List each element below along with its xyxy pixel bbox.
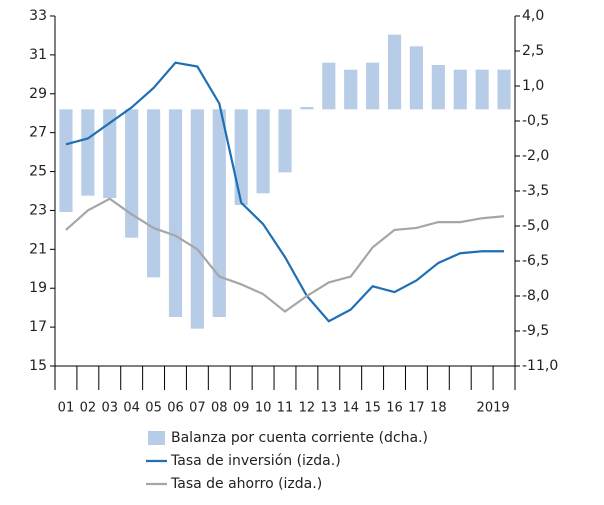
y2-tick-label: 4,0 (522, 8, 544, 24)
x-tick-label: 01 (58, 401, 75, 416)
bar (431, 65, 445, 110)
y2-tick-label: -6,5 (522, 253, 549, 269)
x-tick-label: 13 (321, 401, 338, 416)
bar (366, 62, 380, 110)
bar (344, 69, 358, 110)
y-tick-label: 19 (29, 280, 47, 296)
bar (387, 34, 402, 110)
x-tick-label: 04 (123, 401, 140, 416)
bar (453, 69, 467, 110)
y-tick-label: 23 (29, 202, 47, 218)
y-tick-label: 15 (29, 358, 47, 374)
x-tick-label: 05 (145, 401, 162, 416)
bar (234, 109, 248, 205)
x-tick-label: 11 (277, 401, 294, 416)
y2-tick-label: -5,0 (522, 218, 549, 234)
x-tick-label: 2019 (477, 401, 510, 416)
bar (147, 109, 161, 278)
bar (103, 109, 117, 198)
y-tick-label: 31 (29, 47, 47, 63)
y2-tick-label: -2,0 (522, 148, 549, 164)
bar (190, 109, 204, 329)
x-tick-label: 09 (233, 401, 250, 416)
y-tick-label: 33 (29, 8, 47, 24)
legend-label: Tasa de inversión (izda.) (170, 453, 341, 469)
x-tick-label: 15 (364, 401, 381, 416)
y-tick-label: 27 (29, 125, 47, 141)
y-tick-label: 29 (29, 86, 47, 102)
x-tick-label: 14 (342, 401, 359, 416)
bar (409, 46, 423, 110)
y-tick-label: 21 (29, 241, 47, 257)
y2-tick-label: -8,0 (522, 288, 549, 304)
y2-tick-label: -3,5 (522, 183, 549, 199)
x-tick-label: 06 (167, 401, 184, 416)
legend-label: Tasa de ahorro (izda.) (170, 476, 322, 492)
x-tick-label: 07 (189, 401, 206, 416)
y2-tick-label: 2,5 (522, 43, 544, 59)
y2-tick-label: -0,5 (522, 113, 549, 129)
x-tick-label: 17 (408, 401, 425, 416)
x-tick-label: 03 (101, 401, 118, 416)
bar (81, 109, 95, 196)
bar (322, 62, 336, 110)
line (65, 197, 505, 313)
x-tick-label: 18 (430, 401, 447, 416)
legend-swatch (148, 431, 165, 445)
y2-tick-label: -11,0 (522, 358, 558, 374)
legend-label: Balanza por cuenta corriente (dcha.) (171, 430, 428, 446)
bar (212, 109, 226, 317)
line (65, 61, 505, 323)
y-tick-label: 25 (29, 164, 47, 180)
bar (278, 109, 292, 173)
bar (300, 107, 314, 110)
x-tick-label: 12 (299, 401, 316, 416)
x-tick-label: 16 (386, 401, 403, 416)
x-tick-label: 10 (255, 401, 272, 416)
y-tick-label: 17 (29, 319, 47, 335)
bar (497, 69, 511, 110)
y2-tick-label: -9,5 (522, 323, 549, 339)
y2-tick-label: 1,0 (522, 78, 544, 94)
bar (125, 109, 139, 238)
bar (59, 109, 73, 212)
bar (168, 109, 183, 317)
x-tick-label: 02 (80, 401, 97, 416)
x-tick-label: 08 (211, 401, 228, 416)
bar (256, 109, 270, 194)
bar (475, 69, 489, 110)
